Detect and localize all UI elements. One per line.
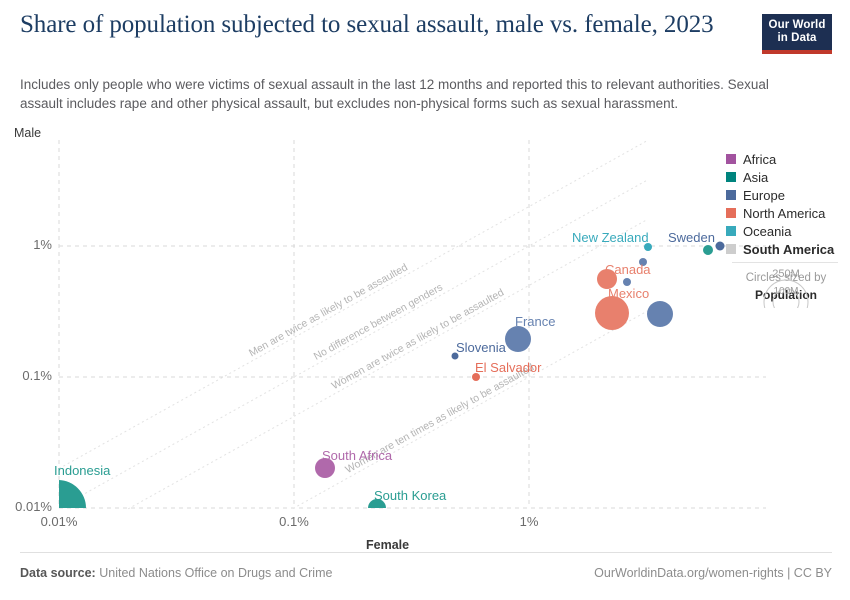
- scatter-plot: Men are twice as likely to be assaulted N…: [0, 120, 850, 552]
- data-point-canada[interactable]: [597, 269, 617, 289]
- legend-swatch-icon: [726, 244, 736, 254]
- size-legend-inner-label: 100M: [773, 286, 798, 297]
- x-tick-1%: 1%: [519, 514, 539, 529]
- x-axis-title: Female: [366, 538, 410, 552]
- continent-legend: Africa Asia Europe North America Oceania Sout…: [726, 150, 846, 258]
- point-label-indonesia: Indonesia: [54, 463, 111, 478]
- point-label-sweden: Sweden: [668, 230, 715, 245]
- data-point[interactable]: [647, 301, 673, 327]
- legend-item-north-america[interactable]: North America: [726, 204, 846, 222]
- attribution[interactable]: OurWorldinData.org/women-rights | CC BY: [594, 566, 832, 580]
- point-label-canada: Canada: [605, 262, 651, 277]
- point-label-el-salvador: El Salvador: [475, 360, 542, 375]
- legend-swatch-icon: [726, 154, 736, 164]
- point-label-mexico: Mexico: [608, 286, 650, 301]
- point-label-south-africa: South Africa: [322, 448, 393, 463]
- page-subtitle: Includes only people who were victims of…: [20, 77, 769, 111]
- legend-swatch-icon: [726, 226, 736, 236]
- size-legend: 250M 100M Circles sized by Population: [726, 262, 846, 308]
- y-axis-title: Male: [14, 126, 42, 140]
- size-caption-line2: Population: [755, 287, 817, 302]
- legend-label: Oceania: [743, 223, 792, 239]
- data-point-south-korea[interactable]: [368, 499, 386, 517]
- data-point-slovenia[interactable]: [451, 352, 459, 360]
- owid-logo-line2: in Data: [777, 31, 817, 44]
- legend-label: Africa: [743, 151, 777, 167]
- data-point[interactable]: [623, 278, 631, 286]
- data-source-value: United Nations Office on Drugs and Crime: [99, 566, 333, 580]
- size-caption-line1: Circles sized by: [745, 272, 827, 284]
- owid-logo-line1: Our World: [768, 19, 826, 31]
- data-point-el-salvador[interactable]: [472, 373, 480, 381]
- legend-item-asia[interactable]: Asia: [726, 168, 846, 186]
- legend-label: South America: [743, 241, 835, 257]
- legend-label: North America: [743, 205, 826, 221]
- legend-item-africa[interactable]: Africa: [726, 150, 846, 168]
- data-point-south-africa[interactable]: [315, 458, 335, 478]
- data-source: Data source: United Nations Office on Dr…: [20, 566, 332, 580]
- legend-swatch-icon: [726, 190, 736, 200]
- y-tick-1%: 1%: [33, 237, 52, 252]
- legend-item-oceania[interactable]: Oceania: [726, 222, 846, 240]
- size-legend-caption: Circles sized by Population: [726, 271, 846, 304]
- legend-label: Asia: [743, 169, 769, 185]
- x-tick-0.01%: 0.01%: [40, 514, 78, 529]
- point-label-new-zealand: New Zealand: [572, 230, 649, 245]
- ratio-annotation: No difference between genders: [312, 281, 445, 362]
- data-source-label: Data source:: [20, 566, 96, 580]
- point-label-france: France: [515, 314, 556, 329]
- size-legend-outer-label: 250M: [772, 268, 800, 280]
- page-title: Share of population subjected to sexual …: [20, 11, 714, 38]
- y-tick-0.1%: 0.1%: [22, 368, 52, 383]
- data-point-indonesia[interactable]: [30, 480, 86, 536]
- legend-swatch-icon: [726, 172, 736, 182]
- owid-logo[interactable]: Our World in Data: [762, 14, 832, 54]
- x-tick-0.1%: 0.1%: [279, 514, 309, 529]
- plot-graphics: Men are twice as likely to be assaultedN…: [30, 139, 766, 536]
- legend-swatch-icon: [726, 208, 736, 218]
- data-point-sweden[interactable]: [715, 241, 725, 251]
- data-point-new-zealand[interactable]: [644, 243, 652, 251]
- legend-item-south-america[interactable]: South America: [726, 240, 846, 258]
- size-legend-divider: [732, 262, 838, 263]
- data-point-mexico[interactable]: [595, 296, 629, 330]
- point-label-south-korea: South Korea: [374, 488, 447, 503]
- data-point[interactable]: [639, 258, 647, 266]
- data-point[interactable]: [703, 245, 713, 255]
- size-legend-circles: 250M 100M: [763, 268, 809, 308]
- y-tick-0.01%: 0.01%: [15, 499, 52, 514]
- legend-item-europe[interactable]: Europe: [726, 186, 846, 204]
- footer-divider: [20, 552, 832, 553]
- point-label-slovenia: Slovenia: [456, 340, 506, 355]
- data-point-france[interactable]: [505, 326, 531, 352]
- legend-label: Europe: [743, 187, 785, 203]
